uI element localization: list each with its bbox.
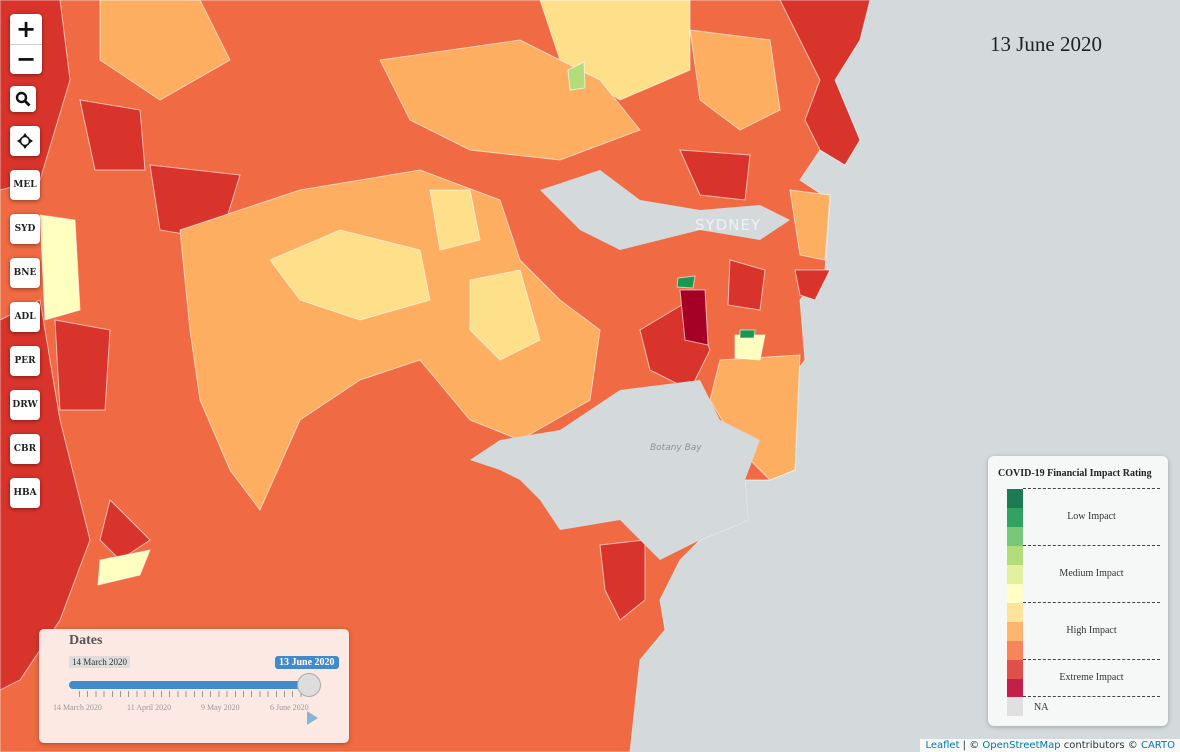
legend-band-high: High Impact bbox=[1023, 602, 1160, 660]
region-pale bbox=[39, 214, 81, 321]
legend-swatch bbox=[1007, 527, 1023, 546]
region-pale bbox=[97, 549, 151, 586]
zoom-control: + − bbox=[10, 14, 42, 74]
locate-button[interactable] bbox=[10, 126, 40, 156]
legend-band-extreme: Extreme Impact bbox=[1023, 659, 1160, 697]
carto-link[interactable]: CARTO bbox=[1140, 740, 1175, 751]
city-button-drw[interactable]: DRW bbox=[10, 390, 40, 420]
legend-band-medium: Medium Impact bbox=[1023, 545, 1160, 603]
crosshair-icon bbox=[17, 133, 33, 149]
legend-divider bbox=[1023, 696, 1160, 697]
search-icon bbox=[15, 91, 31, 107]
region-moderate bbox=[789, 189, 831, 261]
region-extreme bbox=[79, 99, 146, 171]
legend-swatch bbox=[1007, 565, 1023, 584]
slider-handle[interactable] bbox=[297, 673, 321, 697]
region-extreme bbox=[727, 259, 766, 311]
city-button-per[interactable]: PER bbox=[10, 346, 40, 376]
region-extreme bbox=[779, 0, 871, 166]
osm-link[interactable]: OpenStreetMap bbox=[982, 740, 1061, 751]
slider-current-label: 13 June 2020 bbox=[275, 656, 339, 669]
play-icon[interactable] bbox=[307, 711, 318, 725]
region-extreme bbox=[794, 269, 831, 301]
region-low bbox=[567, 61, 586, 91]
legend-swatch bbox=[1007, 679, 1023, 698]
dates-title: Dates bbox=[69, 633, 103, 648]
region-moderate bbox=[99, 0, 231, 101]
slider-ticks bbox=[79, 691, 309, 697]
zoom-in-button[interactable]: + bbox=[10, 14, 42, 45]
legend-swatch bbox=[1007, 622, 1023, 641]
legend-swatch bbox=[1007, 584, 1023, 603]
legend-swatch bbox=[1007, 546, 1023, 565]
city-button-cbr[interactable]: CBR bbox=[10, 434, 40, 464]
harbour-water bbox=[540, 170, 790, 250]
region-low bbox=[676, 275, 696, 289]
legend-na-label: NA bbox=[1034, 702, 1049, 713]
slider-track[interactable] bbox=[69, 681, 309, 689]
city-button-adl[interactable]: ADL bbox=[10, 302, 40, 332]
region-light bbox=[429, 189, 481, 251]
region-extreme bbox=[54, 319, 111, 411]
region-moderate bbox=[689, 29, 781, 131]
slider-min-label: 14 March 2020 bbox=[69, 656, 130, 668]
region-light bbox=[539, 0, 691, 101]
tick-label: 11 April 2020 bbox=[127, 703, 172, 712]
legend-swatch bbox=[1007, 641, 1023, 660]
bay-label: Botany Bay bbox=[650, 443, 702, 453]
current-date-title: 13 June 2020 bbox=[990, 32, 1102, 56]
region-light bbox=[269, 229, 431, 321]
city-button-mel[interactable]: MEL bbox=[10, 170, 40, 200]
region-pale bbox=[734, 334, 766, 361]
region-dark-extreme bbox=[679, 289, 709, 346]
region-low bbox=[739, 329, 756, 339]
city-button-bne[interactable]: BNE bbox=[10, 258, 40, 288]
impact-legend: COVID-19 Financial Impact Rating Low Imp… bbox=[988, 456, 1168, 726]
tick-label: 14 March 2020 bbox=[53, 703, 102, 712]
legend-swatch bbox=[1007, 603, 1023, 622]
zoom-out-button[interactable]: − bbox=[15, 45, 37, 74]
region-extreme bbox=[679, 149, 751, 201]
tick-label: 6 June 2020 bbox=[270, 703, 309, 712]
leaflet-link[interactable]: Leaflet bbox=[925, 740, 960, 751]
date-slider-panel: Dates 14 March 2020 13 June 2020 14 Marc… bbox=[39, 629, 349, 743]
legend-title: COVID-19 Financial Impact Rating bbox=[998, 468, 1152, 479]
botany-bay-water bbox=[470, 380, 760, 560]
legend-swatch bbox=[1007, 489, 1023, 508]
search-button[interactable] bbox=[10, 86, 36, 112]
region-light bbox=[469, 269, 541, 361]
tick-label: 9 May 2020 bbox=[201, 703, 240, 712]
legend-swatch bbox=[1007, 508, 1023, 527]
city-button-syd[interactable]: SYD bbox=[10, 214, 40, 244]
region-extreme bbox=[599, 539, 646, 621]
legend-band-low: Low Impact bbox=[1023, 488, 1160, 545]
legend-swatch bbox=[1007, 660, 1023, 679]
attribution: Leaflet | © OpenStreetMap contributors ©… bbox=[920, 739, 1180, 752]
city-button-hba[interactable]: HBA bbox=[10, 478, 40, 508]
legend-swatch-na bbox=[1007, 697, 1023, 716]
city-label: SYDNEY bbox=[695, 216, 761, 234]
